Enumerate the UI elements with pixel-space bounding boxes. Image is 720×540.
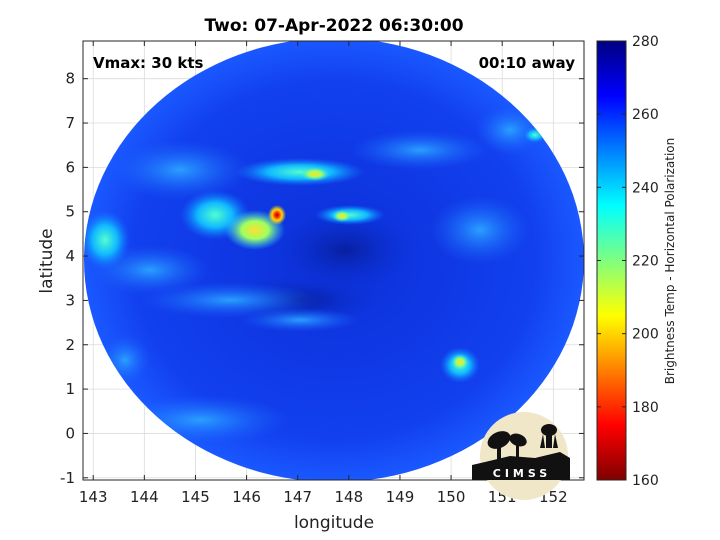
y-axis-label: latitude: [37, 228, 57, 293]
band-northeast: [350, 130, 490, 170]
x-tick-label: 147: [283, 488, 312, 506]
x-tick-label: 146: [232, 488, 261, 506]
cimss-logo: CIMSS: [472, 412, 570, 500]
x-tick-label: 145: [181, 488, 210, 506]
band-east: [430, 195, 530, 265]
colorbar-tick-label: 200: [632, 327, 659, 343]
y-tick-label: 6: [65, 158, 75, 176]
plot-title: Two: 07-Apr-2022 06:30:00: [204, 16, 463, 36]
colorbar-tick-label: 260: [632, 107, 659, 123]
y-tick-label: 1: [65, 380, 75, 398]
convection-yellow-center: [332, 210, 352, 222]
colorbar-tick-label: 220: [632, 254, 659, 270]
colorbar-tick-label: 240: [632, 180, 659, 196]
vmax-label: Vmax: 30 kts: [93, 54, 203, 72]
band-streak: [240, 308, 360, 332]
plot-area: 143 144 145 146 147 148 149 150 151 152 876543210…: [60, 40, 585, 506]
y-tick-label: -1: [60, 469, 75, 487]
x-tick-label: 144: [130, 488, 159, 506]
y-tick-label: 2: [65, 336, 75, 354]
y-tick-label: 8: [65, 70, 75, 88]
y-tick-label: 3: [65, 291, 75, 309]
curved-band-north: [235, 158, 365, 186]
colorbar-gradient: [596, 40, 627, 481]
storm-center-dark: [275, 210, 415, 290]
colorbar-ticks: 280 260 240 220 200 180 160: [597, 34, 659, 489]
x-tick-label: 148: [335, 488, 364, 506]
convection-yellow-north: [300, 167, 330, 181]
y-tick-label: 5: [65, 203, 75, 221]
band-northwest: [110, 140, 250, 200]
band-southwest: [140, 282, 320, 318]
convection-yellow-southeast: [451, 354, 469, 370]
time-away-label: 00:10 away: [479, 54, 576, 72]
y-axis-ticks: 8 7 6 5 4 3 2 1 0 -1: [60, 70, 584, 487]
x-tick-label: 149: [386, 488, 415, 506]
y-tick-label: 0: [65, 424, 75, 442]
colorbar-tick-label: 180: [632, 400, 659, 416]
y-tick-label: 7: [65, 114, 75, 132]
colorbar-tick-label: 280: [632, 34, 659, 50]
colorbar-label: Brightness Temp - Horizontal Polarizatio…: [663, 138, 677, 385]
logo-silhouette: [472, 424, 570, 480]
x-axis-label: longitude: [294, 513, 374, 533]
colorbar: 280 260 240 220 200 180 160 Brightness Temp - …: [596, 34, 677, 489]
axes-frame: [82, 40, 585, 481]
deep-convection-core: [268, 205, 286, 225]
convection-west-edge: [84, 210, 130, 270]
y-tick-label: 4: [65, 247, 75, 265]
x-tick-label: 150: [437, 488, 466, 506]
logo-text: CIMSS: [493, 467, 551, 480]
x-tick-label: 143: [79, 488, 108, 506]
colorbar-tick-label: 160: [632, 473, 659, 489]
